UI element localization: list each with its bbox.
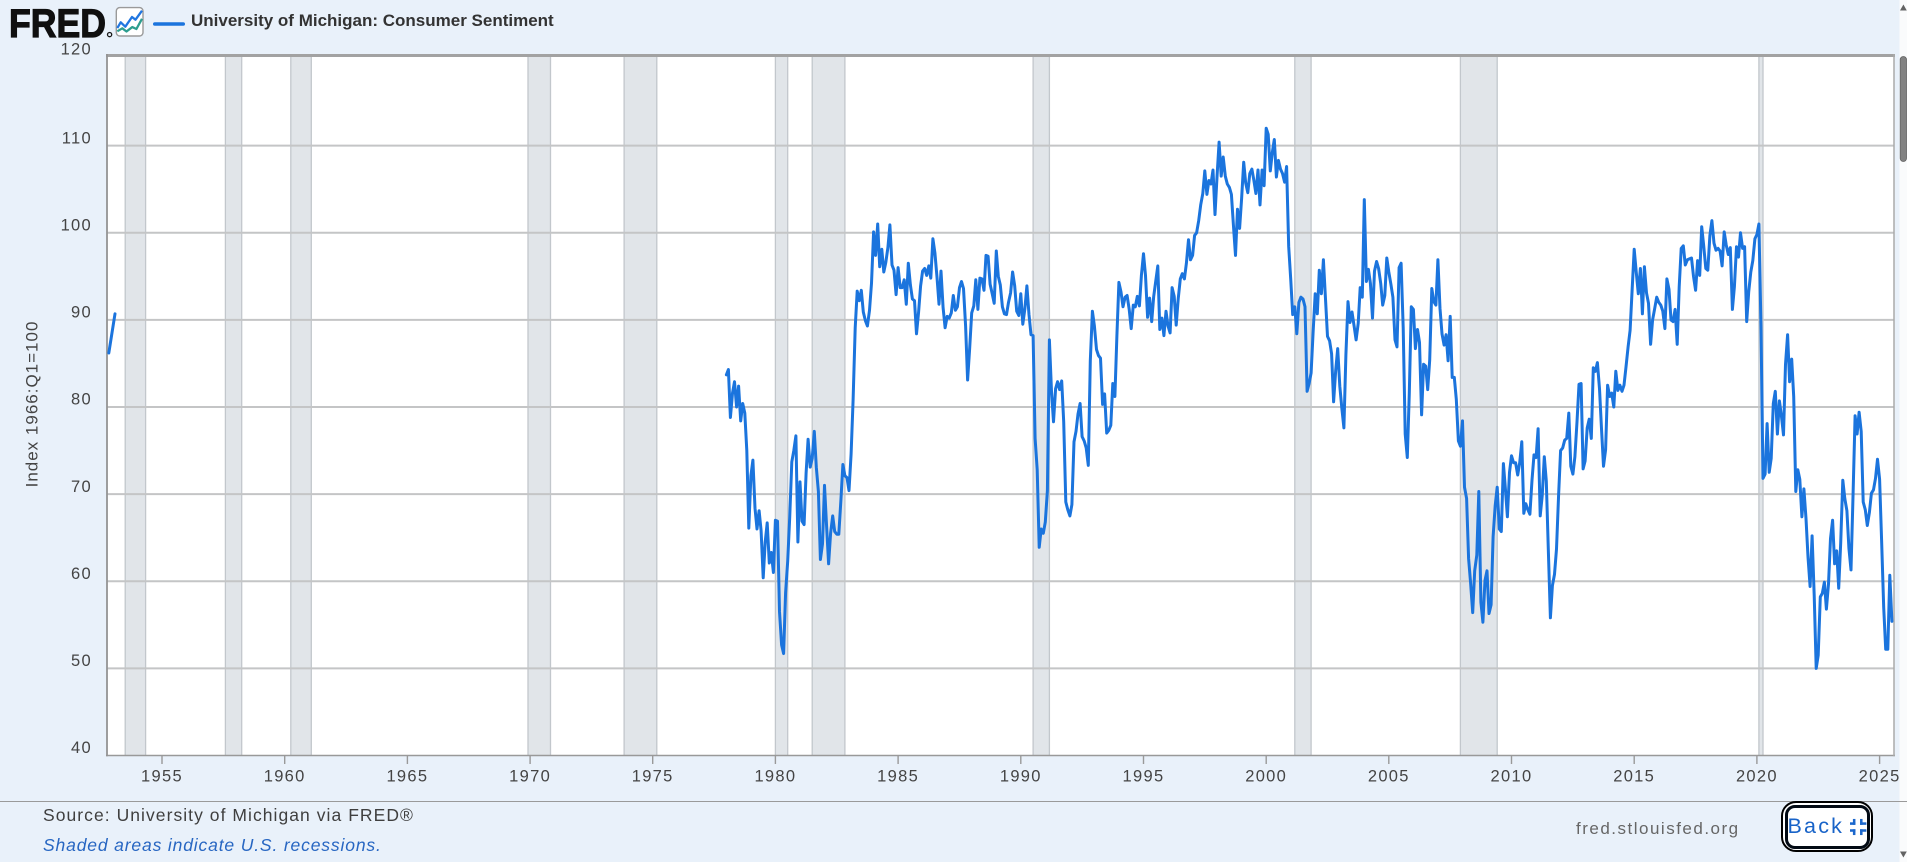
svg-text:2015: 2015 [1613,768,1655,786]
svg-text:80: 80 [71,391,92,409]
svg-text:60: 60 [71,565,92,583]
svg-text:70: 70 [71,478,92,496]
svg-text:Index 1966:Q1=100: Index 1966:Q1=100 [23,321,42,488]
svg-text:FRED: FRED [9,2,106,46]
svg-text:1995: 1995 [1123,768,1165,786]
svg-text:1960: 1960 [264,768,306,786]
svg-text:2010: 2010 [1491,768,1533,786]
svg-text:1970: 1970 [509,768,551,786]
svg-text:2000: 2000 [1245,768,1287,786]
svg-text:100: 100 [61,216,92,234]
svg-text:2005: 2005 [1368,768,1410,786]
svg-text:110: 110 [62,129,92,147]
svg-text:1975: 1975 [632,768,674,786]
svg-text:120: 120 [61,41,92,59]
svg-text:90: 90 [71,304,92,322]
svg-text:40: 40 [71,739,92,757]
svg-text:1990: 1990 [1000,768,1042,786]
svg-text:1980: 1980 [754,768,796,786]
svg-text:2025: 2025 [1859,768,1901,786]
svg-text:50: 50 [71,652,92,670]
svg-text:1985: 1985 [877,768,919,786]
svg-text:1955: 1955 [141,768,183,786]
svg-text:2020: 2020 [1736,768,1778,786]
svg-text:1965: 1965 [386,768,428,786]
